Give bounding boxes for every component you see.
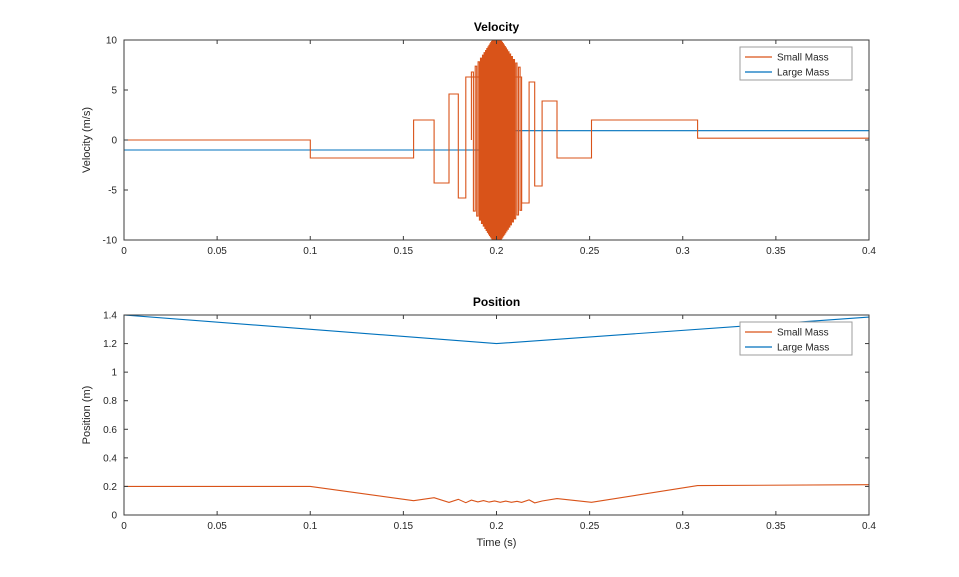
y-tick-label: 0.2: [103, 482, 117, 493]
velocity-legend-box: [739, 46, 853, 81]
x-tick-label: 0.1: [303, 246, 317, 257]
x-tick-label: 0.25: [580, 521, 600, 532]
x-tick-label: 0.25: [580, 246, 600, 257]
legend-label: Small Mass: [777, 328, 829, 339]
y-tick-label: 0.8: [103, 396, 117, 407]
y-tick-label: 1.4: [103, 311, 117, 322]
x-tick-label: 0.2: [490, 521, 504, 532]
velocity-plot-area: [124, 40, 869, 240]
position-ylabel: Position (m): [81, 386, 93, 445]
x-tick-label: 0: [121, 246, 127, 257]
x-tick-label: 0.05: [207, 246, 227, 257]
x-tick-label: 0.4: [862, 521, 876, 532]
y-tick-label: 0.6: [103, 425, 117, 436]
y-tick-label: 0: [111, 511, 117, 522]
position-xlabel: Time (s): [477, 537, 517, 549]
y-tick-label: 5: [111, 86, 117, 97]
x-tick-label: 0.3: [676, 521, 690, 532]
x-tick-label: 0.2: [490, 246, 504, 257]
x-tick-label: 0.3: [676, 246, 690, 257]
velocity-chart: 0 0.05 0.1 0.15 0.2 0.25 0.3 0.35 0.4 -10 -5 0 5 10 Ve…: [81, 20, 876, 257]
position-chart: 0 0.05 0.1 0.15 0.2 0.25 0.3 0.35 0.4 0 0.2 0.4 0.6 0…: [81, 295, 876, 549]
x-tick-label: 0.4: [862, 246, 876, 257]
y-tick-label: 1.2: [103, 339, 117, 350]
y-tick-label: 0.4: [103, 453, 117, 464]
y-tick-label: 0: [111, 136, 117, 147]
x-tick-label: 0.35: [766, 246, 786, 257]
y-tick-label: 10: [106, 36, 118, 47]
y-tick-label: 1: [111, 368, 117, 379]
velocity-title: Velocity: [474, 20, 520, 34]
legend-label: Large Mass: [777, 343, 829, 354]
small-mass-velocity-burst: [470, 40, 523, 240]
x-tick-label: 0: [121, 521, 127, 532]
position-legend-box: [739, 321, 853, 356]
position-title: Position: [473, 295, 520, 309]
y-tick-label: -5: [108, 186, 117, 197]
x-tick-label: 0.35: [766, 521, 786, 532]
velocity-ylabel: Velocity (m/s): [81, 107, 93, 173]
x-tick-label: 0.05: [207, 521, 227, 532]
y-tick-label: -10: [103, 236, 118, 247]
small-mass-position-line: [124, 484, 869, 504]
x-tick-label: 0.1: [303, 521, 317, 532]
legend-label: Small Mass: [777, 53, 829, 64]
legend-label: Large Mass: [777, 68, 829, 79]
x-tick-label: 0.15: [394, 521, 414, 532]
x-tick-label: 0.15: [394, 246, 414, 257]
